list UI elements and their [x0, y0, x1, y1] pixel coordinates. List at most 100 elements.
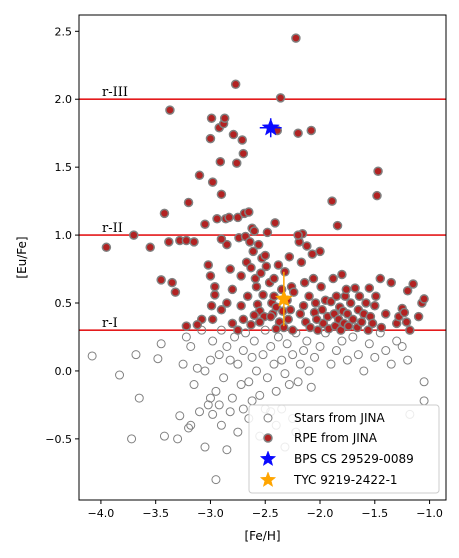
legend-label: BPS CS 29529-0089	[294, 452, 414, 466]
rpe-star-point	[280, 267, 290, 277]
rpe-star-point	[288, 287, 299, 297]
jina-star-point	[359, 366, 369, 376]
rpe-star-point	[306, 125, 317, 136]
rpe-star-point	[287, 325, 298, 335]
rpe-star-point	[260, 250, 270, 261]
rpe-star-point	[156, 275, 166, 285]
rpe-star-point	[245, 237, 255, 247]
rpe-star-point	[298, 300, 309, 311]
jina-star-point	[200, 442, 210, 452]
jina-star-point	[381, 346, 391, 356]
rpe-star-point	[364, 283, 375, 293]
jina-star-point	[251, 366, 261, 376]
rpe-star-point	[227, 284, 238, 295]
rpe-star-point	[307, 249, 318, 259]
rpe-star-point	[278, 306, 288, 316]
jina-star-point	[203, 400, 213, 410]
rpe-star-point	[255, 317, 265, 327]
x-axis: −4.0 −3.5 −3.0 −2.5 −2.0 −1.5 −1.0	[88, 500, 443, 520]
jina-star-point	[131, 350, 141, 360]
legend-label: TYC 9219-2422-1	[293, 473, 398, 487]
jina-star-point	[208, 336, 218, 346]
jina-star-point	[326, 359, 336, 369]
rpe-star-point	[194, 170, 205, 181]
jina-star-point	[200, 366, 210, 376]
rpe-star-point	[313, 325, 323, 335]
rpe-star-point	[295, 309, 306, 319]
jina-star-point	[337, 336, 347, 346]
rpe-star-point	[275, 93, 286, 103]
rpe-star-point	[145, 242, 155, 253]
rpe-star-point	[246, 319, 256, 330]
y-tick-label: −0.5	[45, 433, 72, 446]
jina-star-point	[258, 350, 268, 360]
jina-star-point	[159, 431, 169, 441]
rpe-star-point	[210, 281, 220, 292]
rpe-star-point	[348, 314, 358, 325]
rpe-star-point	[342, 309, 353, 319]
jina-star-point	[222, 341, 232, 351]
rpe-star-point	[367, 318, 378, 329]
jina-star-point	[181, 332, 191, 342]
rpe-star-point	[405, 325, 415, 335]
x-tick-label: −4.0	[88, 507, 115, 520]
rpe-star-point	[256, 268, 266, 278]
jina-star-point	[233, 359, 243, 369]
rpe-star-point	[222, 298, 232, 308]
reference-line-label: r-III	[102, 85, 128, 100]
rpe-star-point	[244, 207, 254, 217]
jina-star-point	[87, 351, 97, 361]
x-tick-label: −2.0	[307, 507, 334, 520]
jina-star-point	[262, 373, 272, 383]
rpe-star-point	[200, 219, 210, 229]
jina-star-point	[219, 373, 229, 383]
jina-star-point	[260, 325, 270, 335]
jina-star-point	[392, 336, 402, 346]
rpe-star-point	[356, 317, 367, 327]
rpe-star-point	[216, 305, 227, 315]
jina-star-point	[127, 434, 137, 444]
jina-star-point	[238, 346, 248, 356]
jina-star-point	[195, 407, 205, 417]
jina-star-point	[214, 400, 224, 410]
rpe-star-point	[332, 220, 343, 231]
rpe-star-point	[225, 264, 235, 274]
y-tick-label: 1.5	[55, 161, 73, 174]
rpe-star-point	[328, 273, 338, 284]
y-axis-label: [Eu/Fe]	[15, 236, 29, 278]
rpe-star-point	[222, 239, 232, 250]
jina-star-point	[134, 393, 144, 403]
legend-label: RPE from JINA	[294, 431, 378, 445]
jina-star-point	[205, 393, 215, 403]
y-tick-label: 0.5	[55, 297, 73, 310]
rpe-star-point	[363, 325, 373, 335]
rpe-star-point	[354, 291, 365, 301]
jina-star-point	[266, 341, 276, 351]
rpe-star-point	[408, 279, 418, 289]
rpe-star-point	[207, 314, 218, 325]
rpe-star-point	[215, 156, 226, 167]
rpe-star-point	[299, 277, 310, 288]
rpe-star-point	[248, 246, 258, 257]
y-tick-label: 1.0	[55, 229, 73, 242]
rpe-star-point	[304, 291, 314, 301]
jina-star-point	[348, 332, 358, 342]
rpe-star-point	[167, 277, 177, 288]
rpe-star-point	[246, 262, 256, 273]
jina-star-point	[189, 380, 199, 390]
rpe-star-point	[183, 197, 194, 208]
y-tick-label: 2.5	[55, 25, 73, 38]
jina-star-point	[310, 352, 320, 362]
rpe-star-point	[230, 79, 241, 90]
rpe-star-point	[224, 212, 234, 223]
rpe-star-point	[251, 281, 262, 292]
jina-star-point	[299, 346, 309, 356]
rpe-star-point	[181, 321, 192, 331]
rpe-star-point	[361, 298, 371, 308]
rpe-star-point	[269, 273, 279, 284]
jina-star-point	[173, 434, 183, 444]
jina-star-point	[370, 352, 380, 362]
rpe-star-point	[380, 309, 391, 319]
rpe-star-point	[249, 226, 260, 236]
